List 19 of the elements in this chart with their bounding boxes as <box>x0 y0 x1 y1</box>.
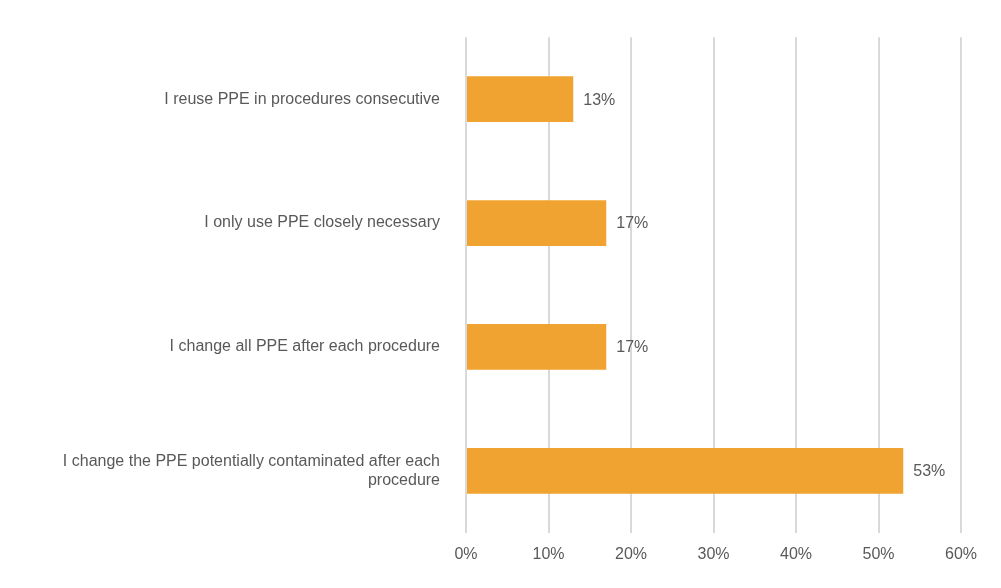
x-tick-label: 0% <box>454 544 478 562</box>
x-tick-label: 20% <box>614 544 648 562</box>
data-label: 53% <box>913 462 946 480</box>
bar <box>467 76 574 123</box>
y-tick-label: I reuse PPE in procedures consecutive <box>164 89 441 107</box>
bar <box>467 447 904 494</box>
data-label: 17% <box>616 338 649 356</box>
y-tick-label: I change the PPE potentially contaminated after each procedure <box>62 451 441 488</box>
bar <box>467 324 607 370</box>
y-tick-label: I change all PPE after each procedure <box>169 337 441 355</box>
x-tick-label: 30% <box>697 544 730 562</box>
data-label: 13% <box>583 90 616 108</box>
data-label: 17% <box>616 214 649 232</box>
x-tick-label: 50% <box>862 544 895 562</box>
x-tick-label: 40% <box>779 544 813 562</box>
bar <box>467 200 607 246</box>
y-tick-label: I only use PPE closely necessary <box>204 213 440 231</box>
x-tick-label: 60% <box>944 544 978 562</box>
x-tick-label: 10% <box>532 544 565 562</box>
